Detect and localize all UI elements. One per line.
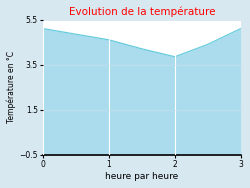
Y-axis label: Température en °C: Température en °C: [7, 51, 16, 123]
Title: Evolution de la température: Evolution de la température: [69, 7, 215, 17]
X-axis label: heure par heure: heure par heure: [105, 172, 178, 181]
